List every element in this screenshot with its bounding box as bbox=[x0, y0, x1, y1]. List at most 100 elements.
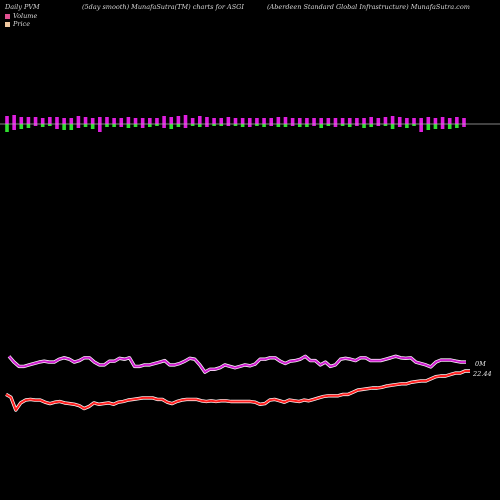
volume-bar-up bbox=[219, 118, 224, 124]
volume-bar-down bbox=[383, 124, 388, 126]
volume-bar-down bbox=[347, 124, 352, 127]
volume-line-outline bbox=[7, 354, 466, 374]
volume-bar-down bbox=[283, 124, 288, 127]
volume-bar-down bbox=[212, 124, 216, 126]
volume-bar-up bbox=[333, 118, 338, 124]
legend-price: Price bbox=[5, 20, 30, 28]
volume-bar-up bbox=[5, 116, 9, 124]
volume-bar-up bbox=[455, 117, 459, 124]
volume-bar-up bbox=[176, 116, 181, 124]
volume-bar-down bbox=[333, 124, 338, 127]
volume-bar-up bbox=[247, 118, 252, 124]
volume-bar-down bbox=[119, 124, 124, 127]
volume-bar-up bbox=[440, 117, 445, 124]
volume-bar-up bbox=[447, 118, 452, 124]
volume-bar-down bbox=[98, 124, 102, 132]
volume-bar-down bbox=[319, 124, 323, 128]
volume-bar-up bbox=[340, 118, 345, 124]
volume-bar-down bbox=[69, 124, 74, 130]
volume-bar-up bbox=[169, 117, 174, 124]
legend-price-swatch bbox=[5, 21, 10, 27]
volume-bar-down bbox=[447, 124, 452, 129]
price-line bbox=[5, 370, 470, 411]
series-lines bbox=[5, 354, 470, 412]
volume-bar-down bbox=[133, 124, 138, 127]
volume-bar-up bbox=[12, 115, 16, 124]
volume-bar-down bbox=[255, 124, 259, 126]
volume-bar-down bbox=[326, 124, 331, 126]
volume-bar-up bbox=[426, 117, 431, 124]
chart-title-middle: (5day smooth) MunafaSutra(TM) charts for… bbox=[82, 3, 244, 11]
volume-bar-down bbox=[226, 124, 231, 126]
volume-bar-up bbox=[233, 118, 238, 124]
volume-bar-up bbox=[383, 117, 388, 124]
legend-volume: Volume bbox=[5, 12, 37, 20]
volume-bar-down bbox=[355, 124, 359, 126]
volume-bar-down bbox=[419, 124, 423, 132]
volume-bar-up bbox=[405, 118, 409, 124]
volume-value-label: 0M bbox=[475, 360, 486, 368]
volume-bar-up bbox=[62, 118, 66, 124]
volume-bar-up bbox=[376, 118, 381, 124]
volume-bar-up bbox=[355, 118, 359, 124]
volume-bar-down bbox=[148, 124, 152, 127]
volume-bar-down bbox=[126, 124, 131, 128]
volume-bar-up bbox=[190, 118, 195, 124]
volume-bar-down bbox=[12, 124, 16, 130]
volume-bar-up bbox=[197, 116, 202, 124]
volume-bar-down bbox=[40, 124, 45, 127]
legend-volume-label: Volume bbox=[13, 12, 38, 20]
volume-bar-up bbox=[369, 117, 373, 124]
volume-bar-up bbox=[162, 116, 166, 124]
volume-bar-up bbox=[283, 117, 288, 124]
volume-bar-up bbox=[69, 118, 74, 124]
volume-bar-up bbox=[148, 118, 152, 124]
volume-bar-up bbox=[83, 117, 88, 124]
volume-bar-down bbox=[247, 124, 252, 127]
volume-bar-up bbox=[133, 118, 138, 124]
volume-bar-down bbox=[48, 124, 52, 126]
volume-bar-up bbox=[397, 117, 402, 124]
chart-title-right: (Aberdeen Standard Global Infrastructure… bbox=[267, 3, 470, 11]
volume-bar-up bbox=[105, 117, 109, 124]
volume-bar-down bbox=[33, 124, 38, 126]
volume-line bbox=[8, 355, 466, 374]
volume-bar-down bbox=[369, 124, 373, 127]
legend-price-label: Price bbox=[13, 20, 31, 28]
volume-bar-up bbox=[98, 117, 102, 124]
volume-bar-up bbox=[55, 117, 59, 124]
volume-bar-down bbox=[105, 124, 109, 127]
volume-bar-up bbox=[226, 117, 231, 124]
volume-bar-up bbox=[419, 118, 423, 124]
volume-bar-up bbox=[319, 118, 323, 124]
volume-bar-up bbox=[262, 118, 266, 124]
volume-bar-up bbox=[276, 117, 281, 124]
volume-bar-up bbox=[347, 118, 352, 124]
volume-bar-up bbox=[290, 118, 295, 124]
volume-bar-up bbox=[40, 118, 45, 124]
volume-bar-down bbox=[205, 124, 209, 127]
volume-bar-down bbox=[233, 124, 238, 126]
volume-bar-down bbox=[5, 124, 9, 132]
volume-bar-up bbox=[362, 118, 366, 124]
volume-bar-up bbox=[19, 117, 24, 124]
legend-volume-swatch bbox=[5, 13, 10, 19]
chart-title-left: Daily PVM bbox=[5, 3, 40, 11]
volume-bar-down bbox=[290, 124, 295, 126]
volume-bar-down bbox=[376, 124, 381, 126]
volume-bar-up bbox=[26, 117, 31, 124]
volume-bar-up bbox=[140, 118, 145, 124]
volume-bar-down bbox=[26, 124, 31, 128]
volume-bar-down bbox=[197, 124, 202, 127]
volume-bar-down bbox=[190, 124, 195, 126]
volume-bar-down bbox=[397, 124, 402, 127]
volume-bar-down bbox=[440, 124, 445, 129]
volume-bar-down bbox=[90, 124, 95, 129]
volume-bar-down bbox=[62, 124, 66, 130]
volume-bar-down bbox=[55, 124, 59, 129]
volume-bar-down bbox=[140, 124, 145, 128]
volume-bar-down bbox=[176, 124, 181, 127]
volume-bar-down bbox=[112, 124, 116, 127]
volume-bar-up bbox=[183, 115, 188, 124]
volume-bar-down bbox=[219, 124, 224, 126]
